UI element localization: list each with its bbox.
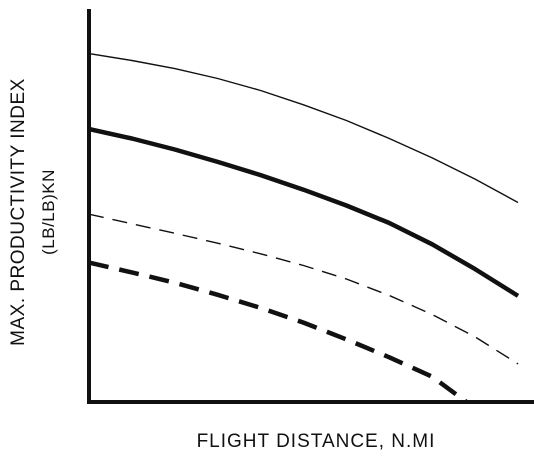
series-line-3-thin-dashed [88, 213, 519, 365]
series-line-2-thick-solid [88, 126, 520, 298]
series-layer [88, 52, 520, 404]
series-line-4-thick-dashed [88, 260, 468, 404]
x-axis-title: FLIGHT DISTANCE, N.MI [197, 431, 436, 452]
series-line-1-thin-solid [88, 52, 519, 204]
y-axis-title: MAX. PRODUCTIVITY INDEX [8, 78, 29, 346]
y-axis-units: (LB/LB)KN [39, 169, 58, 255]
